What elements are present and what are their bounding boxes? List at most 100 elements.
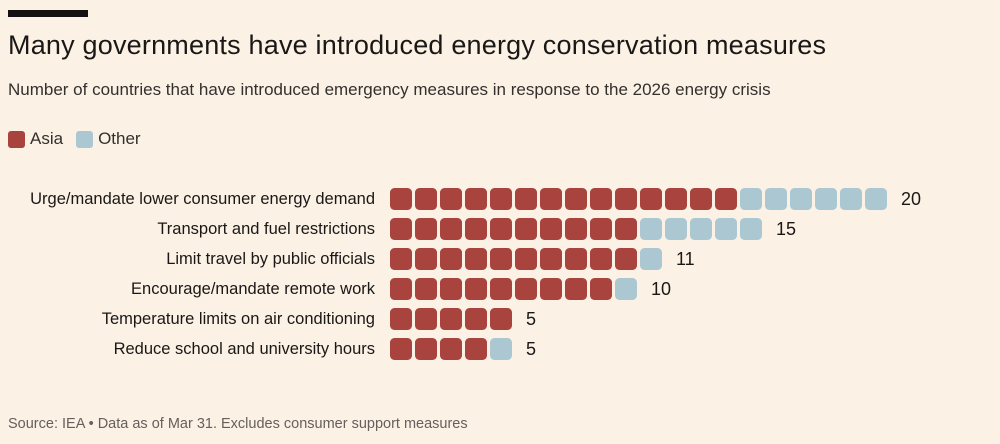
unit-square-asia xyxy=(515,278,537,300)
legend-swatch-other xyxy=(76,130,94,148)
chart-row: Encourage/mandate remote work 10 xyxy=(0,274,1000,304)
unit-square-asia xyxy=(615,188,637,210)
unit-square-asia xyxy=(590,218,612,240)
total-label: 10 xyxy=(651,278,672,299)
unit-square-other xyxy=(840,188,862,210)
category-label: Urge/mandate lower consumer energy deman… xyxy=(30,189,375,208)
category-label: Transport and fuel restrictions xyxy=(157,219,375,238)
legend-item-asia: Asia xyxy=(8,129,63,149)
unit-squares xyxy=(390,188,887,210)
unit-square-asia xyxy=(465,188,487,210)
unit-square-other xyxy=(790,188,812,210)
unit-square-asia xyxy=(440,188,462,210)
unit-square-asia xyxy=(465,308,487,330)
unit-square-asia xyxy=(415,338,437,360)
unit-square-asia xyxy=(440,218,462,240)
category-label: Limit travel by public officials xyxy=(166,249,375,268)
unit-square-asia xyxy=(565,278,587,300)
unit-square-asia xyxy=(565,218,587,240)
unit-square-asia xyxy=(540,188,562,210)
top-rule xyxy=(8,10,88,17)
unit-square-asia xyxy=(590,278,612,300)
unit-square-asia xyxy=(615,218,637,240)
unit-square-asia xyxy=(540,248,562,270)
category-label: Temperature limits on air conditioning xyxy=(101,309,375,328)
unit-square-asia xyxy=(415,278,437,300)
category-label: Encourage/mandate remote work xyxy=(131,279,375,298)
unit-squares xyxy=(390,338,512,360)
unit-square-other xyxy=(665,218,687,240)
unit-square-asia xyxy=(415,308,437,330)
unit-square-asia xyxy=(440,248,462,270)
chart-row: Transport and fuel restrictions 15 xyxy=(0,214,1000,244)
unit-square-other xyxy=(640,218,662,240)
unit-square-asia xyxy=(390,188,412,210)
unit-square-asia xyxy=(415,248,437,270)
unit-square-asia xyxy=(465,248,487,270)
unit-square-asia xyxy=(465,218,487,240)
unit-square-asia xyxy=(465,338,487,360)
unit-square-asia xyxy=(540,218,562,240)
unit-square-asia xyxy=(415,218,437,240)
chart-subtitle: Number of countries that have introduced… xyxy=(8,80,771,99)
legend-label: Asia xyxy=(30,129,64,148)
total-label: 20 xyxy=(901,188,922,209)
unit-square-asia xyxy=(415,188,437,210)
unit-square-asia xyxy=(490,278,512,300)
unit-square-asia xyxy=(540,278,562,300)
unit-square-asia xyxy=(390,338,412,360)
chart-row: Urge/mandate lower consumer energy deman… xyxy=(0,184,1000,214)
unit-square-asia xyxy=(390,308,412,330)
unit-square-asia xyxy=(390,218,412,240)
source-note: Source: IEA • Data as of Mar 31. Exclude… xyxy=(8,416,468,432)
unit-square-asia xyxy=(490,218,512,240)
unit-square-other xyxy=(765,188,787,210)
unit-square-other xyxy=(490,338,512,360)
unit-square-asia xyxy=(715,188,737,210)
unit-squares xyxy=(390,218,762,240)
chart-row: Limit travel by public officials 11 xyxy=(0,244,1000,274)
unit-square-other xyxy=(690,218,712,240)
unit-square-asia xyxy=(440,278,462,300)
legend-swatch-asia xyxy=(8,130,25,148)
chart-row: Temperature limits on air conditioning 5 xyxy=(0,304,1000,334)
unit-square-asia xyxy=(490,188,512,210)
unit-square-asia xyxy=(665,188,687,210)
unit-square-other xyxy=(740,218,762,240)
legend-label: Other xyxy=(98,129,141,148)
unit-squares xyxy=(390,248,662,270)
unit-square-asia xyxy=(490,248,512,270)
legend: Asia Other xyxy=(8,129,141,149)
total-label: 5 xyxy=(526,338,537,359)
chart-row: Reduce school and university hours 5 xyxy=(0,334,1000,364)
legend-item-other: Other xyxy=(76,129,141,149)
unit-square-asia xyxy=(440,338,462,360)
unit-square-other xyxy=(640,248,662,270)
chart-title: Many governments have introduced energy … xyxy=(8,30,827,60)
unit-square-other xyxy=(615,278,637,300)
unit-square-asia xyxy=(640,188,662,210)
unit-square-asia xyxy=(690,188,712,210)
unit-square-other xyxy=(815,188,837,210)
unit-square-asia xyxy=(465,278,487,300)
total-label: 11 xyxy=(676,248,695,269)
total-label: 15 xyxy=(776,218,797,239)
unit-squares xyxy=(390,308,512,330)
unit-square-asia xyxy=(565,188,587,210)
unit-square-asia xyxy=(515,248,537,270)
unit-square-other xyxy=(715,218,737,240)
unit-squares xyxy=(390,278,637,300)
unit-square-asia xyxy=(565,248,587,270)
unit-square-other xyxy=(865,188,887,210)
category-label: Reduce school and university hours xyxy=(113,339,375,358)
total-label: 5 xyxy=(526,308,537,329)
unit-square-asia xyxy=(390,278,412,300)
unit-square-asia xyxy=(390,248,412,270)
unit-square-other xyxy=(740,188,762,210)
unit-square-asia xyxy=(490,308,512,330)
chart-rows: Urge/mandate lower consumer energy deman… xyxy=(0,184,1000,364)
unit-square-asia xyxy=(440,308,462,330)
unit-square-asia xyxy=(615,248,637,270)
unit-square-asia xyxy=(515,188,537,210)
